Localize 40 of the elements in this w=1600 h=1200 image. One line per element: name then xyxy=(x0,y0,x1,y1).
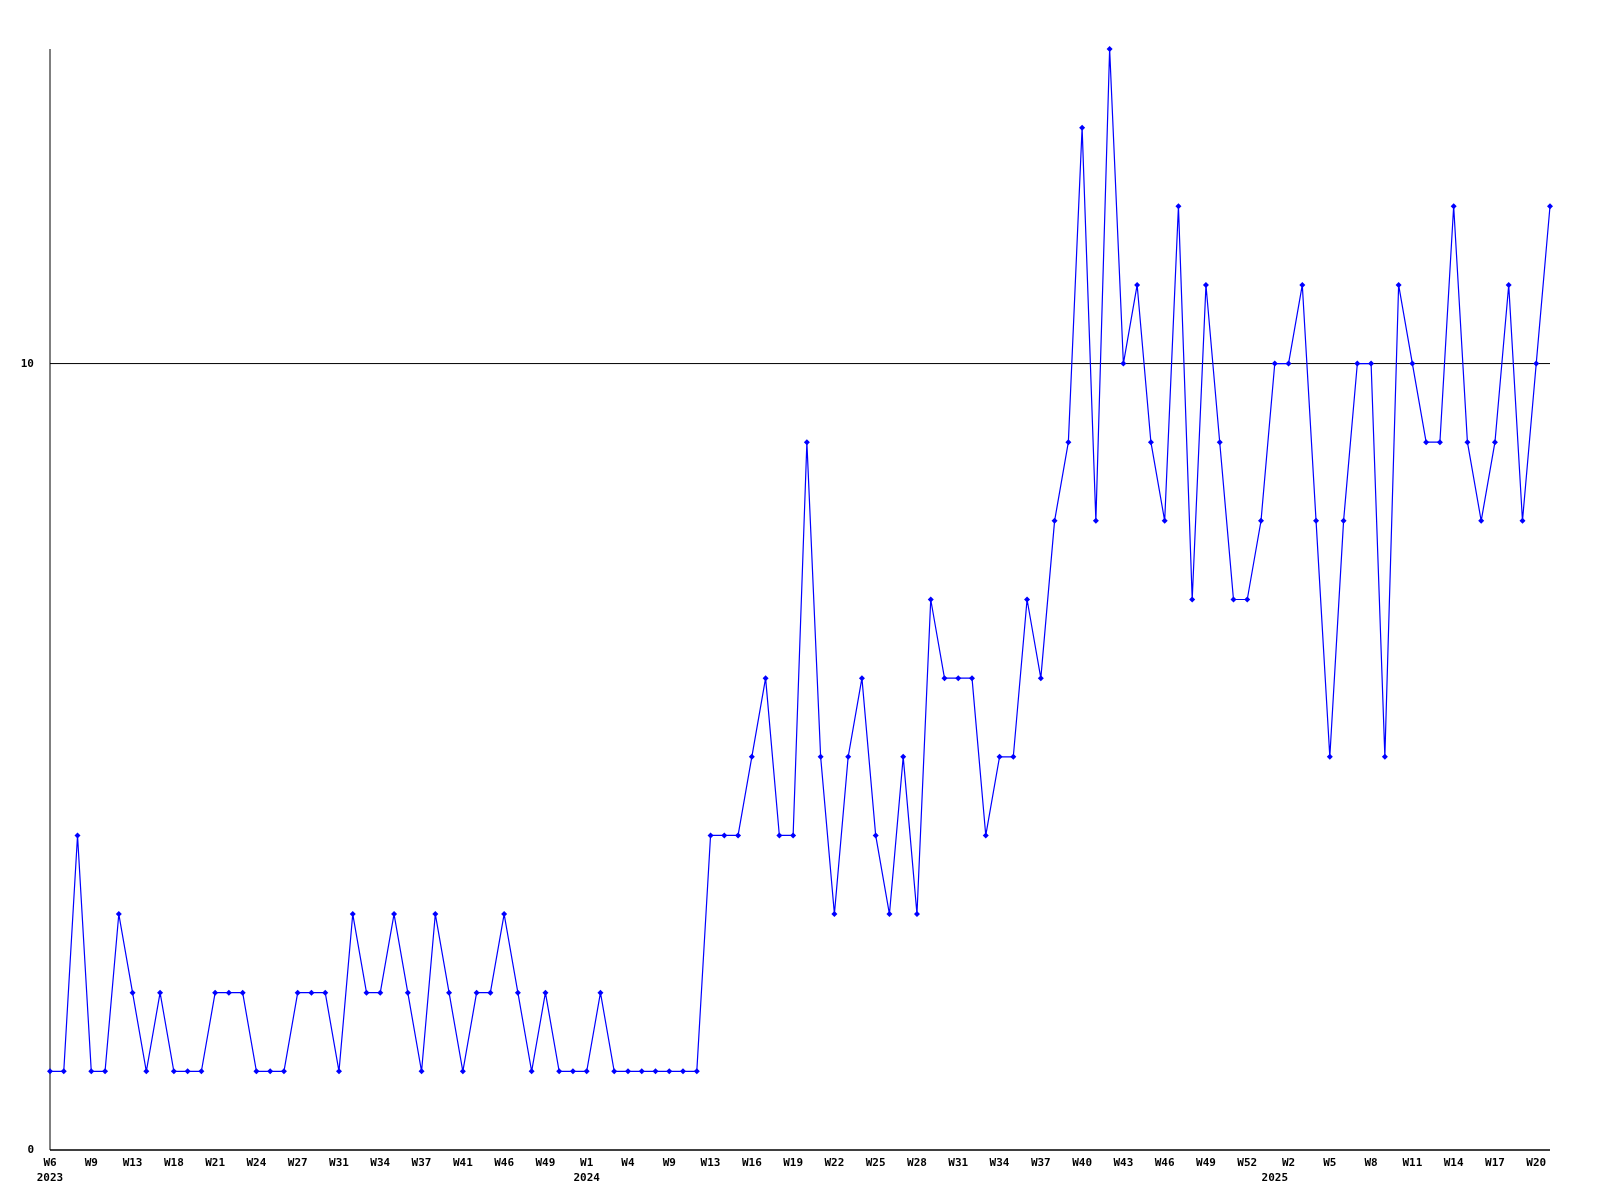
x-tick-label: W19 xyxy=(783,1156,804,1169)
x-tick-label: W14 xyxy=(1443,1156,1464,1169)
x-tick-label: W43 xyxy=(1113,1156,1134,1169)
x-tick-label: W8 xyxy=(1364,1156,1378,1169)
x-tick-label: W16 xyxy=(741,1156,763,1169)
x-tick-label: W28 xyxy=(907,1156,927,1169)
x-tick-label: 2025 xyxy=(1261,1171,1289,1184)
x-tick-label: W46 xyxy=(494,1156,515,1169)
x-tick-label: W13 xyxy=(122,1156,143,1169)
x-tick-label: W17 xyxy=(1485,1156,1505,1169)
y-tick-label: 10 xyxy=(20,356,34,370)
y-tick-label: 0 xyxy=(27,1143,34,1156)
x-tick-label: W27 xyxy=(287,1156,308,1169)
x-tick-label: W37 xyxy=(411,1156,432,1169)
x-tick-label: W22 xyxy=(824,1156,845,1169)
x-tick-label: W20 xyxy=(1526,1156,1547,1169)
x-tick-label: W49 xyxy=(1196,1156,1216,1169)
x-tick-label: W11 xyxy=(1402,1156,1423,1169)
x-tick-label: W13 xyxy=(700,1156,721,1169)
x-tick-label: W34 xyxy=(989,1156,1010,1169)
x-tick-label: W6 2023 xyxy=(36,1156,64,1184)
x-tick-label: W31 xyxy=(329,1156,350,1169)
x-tick-label: W18 xyxy=(163,1156,184,1169)
x-tick-label: W1 2024 xyxy=(573,1156,601,1184)
x-tick-label: W25 xyxy=(865,1156,886,1169)
x-tick-label: W5 xyxy=(1323,1156,1337,1169)
x-tick-label: W21 xyxy=(205,1156,226,1169)
x-tick-label: W52 xyxy=(1237,1156,1258,1169)
x-tick-label: W46 xyxy=(1154,1156,1175,1169)
x-tick-label: W40 xyxy=(1072,1156,1093,1169)
x-tick-label: W9 xyxy=(662,1156,676,1169)
x-tick-label: W2 xyxy=(1281,1156,1296,1169)
x-tick-label: W49 xyxy=(535,1156,556,1169)
x-tick-label: W24 xyxy=(246,1156,267,1169)
x-tick-label: W34 xyxy=(370,1156,391,1169)
x-tick-label: W37 xyxy=(1030,1156,1051,1169)
x-tick-label: W4 xyxy=(621,1156,635,1169)
x-tick-label: W9 xyxy=(84,1156,98,1169)
x-tick-label: W31 xyxy=(948,1156,969,1169)
x-tick-label: W41 xyxy=(452,1156,474,1169)
